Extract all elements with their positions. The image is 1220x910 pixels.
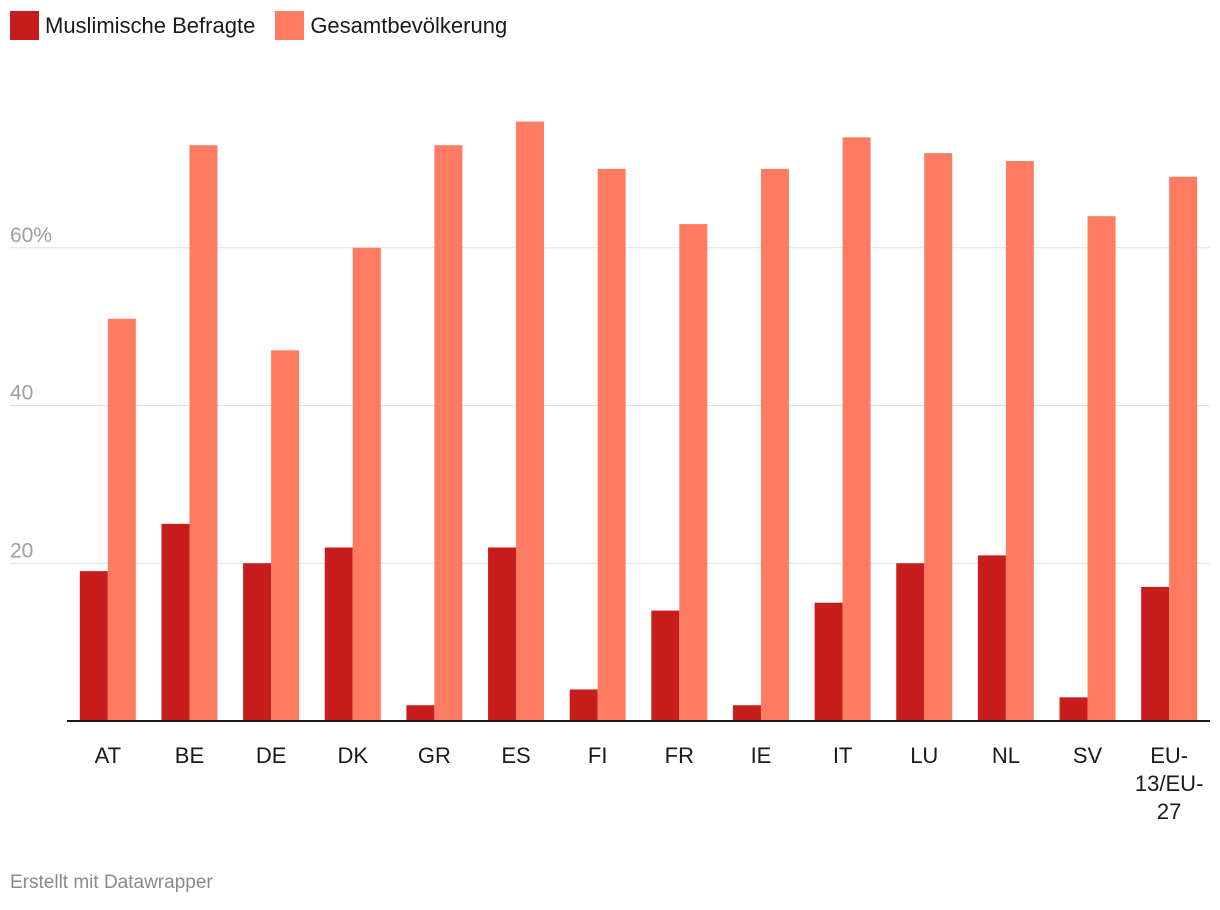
x-tick-label: FR: [665, 743, 694, 768]
chart-legend: Muslimische Befragte Gesamtbevölkerung: [10, 11, 507, 40]
bar-total-population: [924, 153, 953, 722]
y-tick-label: 20: [10, 539, 33, 562]
x-tick-label: ES: [501, 743, 530, 768]
x-tick-label-line: NL: [992, 743, 1020, 768]
x-tick-label-line: FR: [665, 743, 694, 768]
x-tick-label-line: IT: [833, 743, 853, 768]
x-tick-label-line: FI: [588, 743, 608, 768]
bar-total-population: [842, 137, 871, 721]
x-tick-label: AT: [95, 743, 121, 768]
x-tick-label: SV: [1073, 743, 1103, 768]
bar-total-population: [1087, 216, 1116, 721]
legend-item-muslim-respondents: Muslimische Befragte: [10, 11, 255, 40]
bar-total-population: [271, 350, 300, 721]
x-tick-label: IE: [751, 743, 772, 768]
x-tick-label-line: 13/EU-: [1135, 771, 1203, 796]
bar-total-population: [189, 145, 218, 721]
bar-total-population: [516, 121, 545, 722]
x-tick-label: NL: [992, 743, 1020, 768]
x-tick-label-line: 27: [1157, 799, 1181, 824]
x-tick-label: BE: [175, 743, 204, 768]
legend-swatch-muslim-respondents: [10, 11, 39, 40]
x-tick-label: DK: [337, 743, 368, 768]
bar-muslim-respondents: [1059, 697, 1088, 721]
x-tick-label-line: IE: [751, 743, 772, 768]
bar-total-population: [107, 318, 136, 721]
bar-muslim-respondents: [896, 563, 925, 721]
x-tick-label-line: DE: [256, 743, 287, 768]
bar-muslim-respondents: [406, 705, 435, 721]
x-tick-label-line: SV: [1073, 743, 1103, 768]
bar-muslim-respondents: [814, 602, 843, 721]
x-tick-label-line: ES: [501, 743, 530, 768]
x-tick-label-line: GR: [418, 743, 451, 768]
bar-total-population: [352, 247, 381, 721]
bar-muslim-respondents: [161, 523, 190, 721]
bar-total-population: [597, 168, 626, 721]
x-tick-label: LU: [910, 743, 938, 768]
x-tick-label: EU- 13/EU- 27: [1135, 743, 1203, 824]
legend-label-total-population: Gesamtbevölkerung: [310, 12, 508, 38]
bar-muslim-respondents: [1141, 586, 1170, 721]
bar-muslim-respondents: [569, 689, 598, 721]
bar-muslim-respondents: [488, 547, 517, 721]
bar-muslim-respondents: [79, 571, 108, 721]
legend-label-muslim-respondents: Muslimische Befragte: [45, 12, 256, 38]
bar-muslim-respondents: [324, 547, 353, 721]
x-tick-label: FI: [588, 743, 608, 768]
bar-total-population: [434, 145, 463, 721]
bar-total-population: [679, 224, 708, 721]
bar-total-population: [760, 168, 789, 721]
x-tick-label-line: DK: [337, 743, 368, 768]
y-tick-label: 60%: [10, 224, 52, 247]
y-tick-label: 40: [10, 382, 33, 405]
bar-chart: 20 40 60% AT BE DE DK GR ES FI FR IE IT LU NL SV EU- 13/E…: [10, 121, 1210, 824]
x-tick-label-line: LU: [910, 743, 938, 768]
legend-item-total-population: Gesamtbevölkerung: [275, 11, 507, 40]
bar-total-population: [1169, 176, 1198, 721]
x-tick-label: IT: [833, 743, 853, 768]
x-tick-label-line: AT: [95, 743, 121, 768]
legend-swatch-total-population: [275, 11, 305, 40]
x-tick-label-line: EU-: [1150, 743, 1188, 768]
bar-muslim-respondents: [651, 610, 680, 721]
x-tick-label: DE: [256, 743, 287, 768]
bar-muslim-respondents: [732, 705, 761, 721]
x-tick-label: GR: [418, 743, 451, 768]
bar-muslim-respondents: [977, 555, 1006, 721]
footer-credit: Erstellt mit Datawrapper: [10, 872, 213, 893]
x-tick-label-line: BE: [175, 743, 204, 768]
bar-muslim-respondents: [243, 563, 272, 721]
bar-total-population: [1005, 160, 1034, 722]
